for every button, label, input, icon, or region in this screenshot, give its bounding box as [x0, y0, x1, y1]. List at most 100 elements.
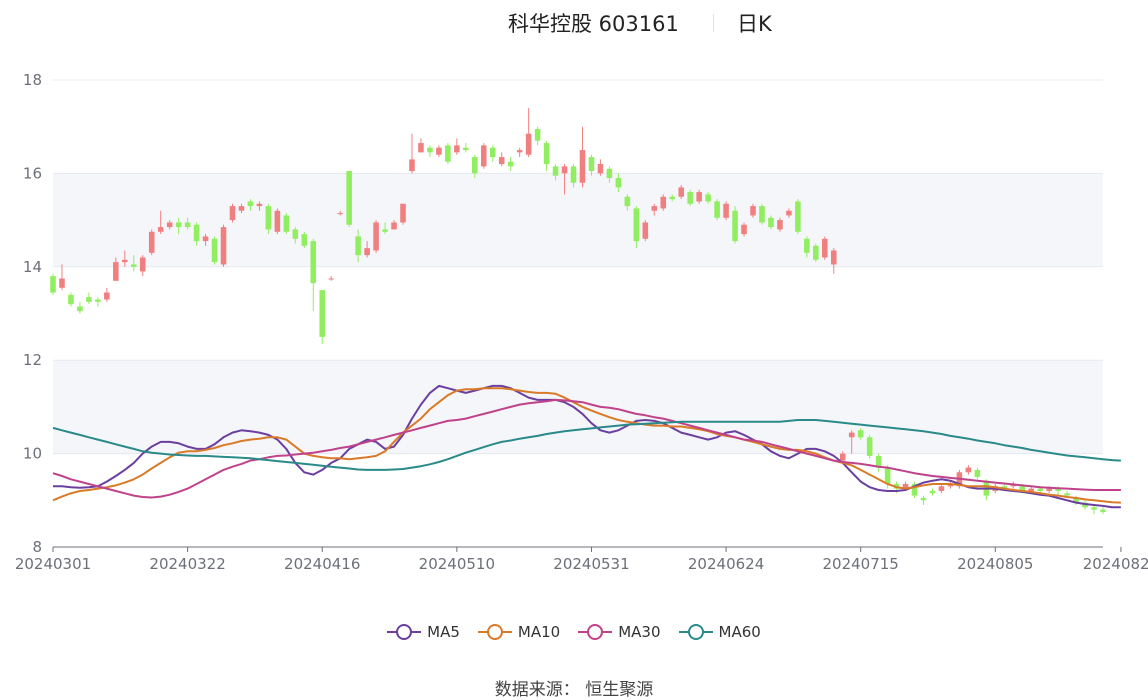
candle-body — [1028, 488, 1034, 491]
candle-body — [1019, 486, 1026, 491]
candle-body — [813, 245, 819, 260]
candle-body — [256, 203, 263, 207]
candle — [615, 173, 622, 193]
candle-body — [902, 483, 909, 489]
candle — [507, 157, 514, 172]
candle — [454, 138, 460, 155]
candle — [911, 481, 918, 498]
legend-swatch-icon — [578, 624, 613, 640]
legend-item-ma60[interactable]: MA60 — [678, 620, 761, 644]
candle-body — [1064, 493, 1070, 496]
candle-body — [830, 250, 837, 265]
candle-body — [588, 157, 595, 172]
candle-body — [642, 222, 649, 239]
candle-body — [857, 430, 864, 438]
candle-body — [86, 297, 92, 302]
candle-body — [750, 206, 756, 216]
legend-swatch-icon — [678, 624, 713, 640]
candle-body — [965, 467, 972, 473]
candle — [552, 164, 559, 181]
candle — [301, 231, 308, 249]
candle — [238, 203, 245, 214]
candle — [86, 292, 92, 305]
candle — [732, 206, 738, 244]
candle — [768, 215, 774, 230]
y-axis: 8 10 12 14 16 18 — [23, 71, 42, 556]
candle-body — [1037, 488, 1043, 491]
y-tick-label-8: 8 — [32, 538, 42, 556]
candle — [678, 185, 684, 200]
legend-item-ma10[interactable]: MA10 — [477, 620, 561, 644]
candle-body — [543, 143, 550, 165]
candle — [355, 229, 361, 263]
candle — [866, 434, 873, 459]
candle — [480, 143, 487, 169]
candle-body — [148, 231, 155, 253]
candle-body — [804, 238, 810, 253]
candle-body — [427, 147, 433, 153]
title-divider — [713, 14, 714, 32]
candle — [759, 203, 765, 225]
y-tick-label-14: 14 — [23, 258, 42, 276]
y-tick-label-12: 12 — [23, 351, 42, 369]
candle-body — [866, 437, 873, 456]
candle-body — [400, 203, 406, 223]
candle-body — [50, 276, 56, 293]
candle-body — [202, 236, 209, 242]
candle-body — [463, 147, 469, 151]
candle-body — [301, 234, 308, 246]
candle — [104, 287, 110, 302]
candle — [920, 495, 927, 505]
legend-item-ma5[interactable]: MA5 — [387, 620, 460, 644]
y-tick-label-10: 10 — [23, 445, 42, 463]
candle — [489, 145, 496, 162]
ma10-line — [52, 387, 1121, 504]
candle — [139, 255, 146, 277]
candle — [696, 189, 702, 204]
candle — [265, 203, 272, 235]
candle-body — [678, 187, 684, 197]
candle-body — [445, 145, 451, 162]
candle — [274, 208, 281, 235]
candle — [669, 194, 676, 202]
candle — [633, 206, 640, 249]
candle-body — [211, 238, 218, 263]
candle — [822, 236, 828, 260]
candle — [122, 250, 128, 267]
candle — [229, 203, 236, 223]
legend-label: MA10 — [517, 623, 561, 641]
candle — [929, 488, 936, 496]
candle — [364, 241, 370, 258]
candle — [588, 154, 595, 176]
candle-body — [1055, 488, 1061, 491]
candle — [463, 143, 469, 153]
candle-body — [516, 150, 523, 153]
candle-body — [687, 192, 693, 204]
candle-body — [768, 217, 774, 228]
candle-body — [947, 483, 954, 487]
candle-body — [615, 178, 622, 188]
candle — [68, 292, 74, 307]
candle-body — [633, 208, 640, 242]
candle — [328, 276, 334, 281]
candle — [516, 147, 523, 158]
candle — [382, 222, 388, 235]
candle — [534, 126, 541, 146]
candle-body — [786, 210, 792, 216]
candle — [660, 194, 667, 211]
candle-body — [938, 486, 945, 491]
y-tick-label-16: 16 — [23, 164, 42, 182]
candle — [319, 290, 326, 344]
background-bands — [53, 173, 1103, 454]
candle-body — [122, 259, 128, 263]
candle — [346, 171, 352, 228]
data-source: 数据来源： 恒生聚源 — [494, 680, 654, 700]
legend-item-ma30[interactable]: MA30 — [578, 620, 661, 644]
candle — [157, 210, 164, 235]
candle-body — [1091, 507, 1097, 510]
candle — [283, 213, 290, 235]
candle-body — [355, 236, 361, 256]
candle-body — [732, 210, 738, 242]
candle-body — [418, 143, 424, 153]
candle — [687, 189, 693, 207]
